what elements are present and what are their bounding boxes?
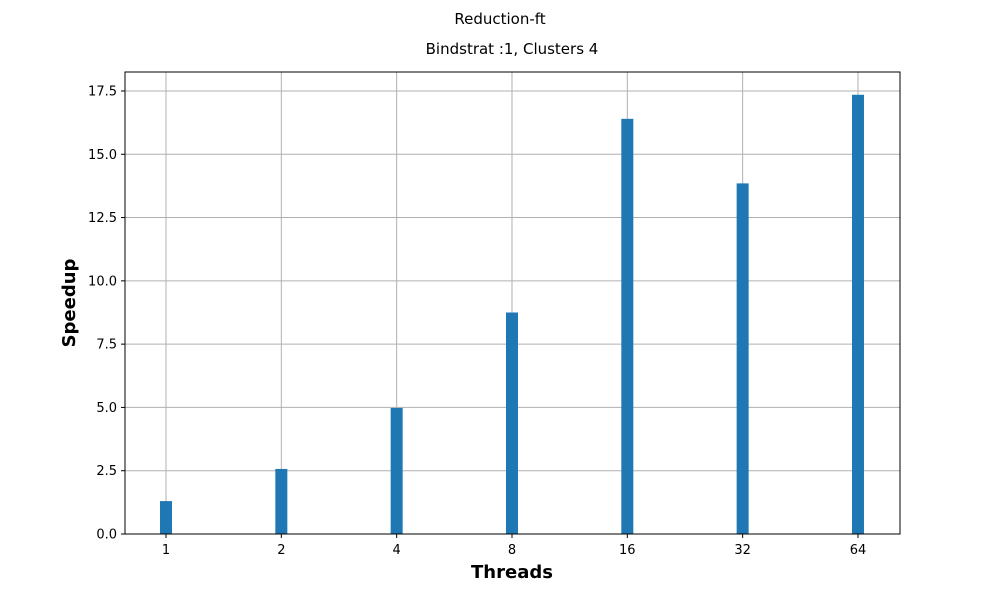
y-tick-label: 10.0: [88, 274, 117, 289]
x-tick-label: 1: [162, 543, 170, 558]
x-tick-label: 32: [734, 543, 751, 558]
chart-title: Bindstrat :1, Clusters 4: [426, 40, 599, 58]
y-tick-label: 2.5: [96, 464, 117, 479]
bar-32: [736, 183, 749, 535]
x-tick-label: 64: [850, 543, 867, 558]
plot-frame: [124, 71, 901, 535]
bar-1: [160, 501, 172, 534]
chart-suptitle: Reduction-ft: [454, 10, 545, 28]
x-tick-label: 16: [619, 543, 636, 558]
y-tick-label: 0.0: [96, 528, 117, 543]
bar-64: [851, 94, 864, 534]
y-axis-label: Speedup: [59, 258, 80, 347]
x-tick-label: 2: [277, 543, 285, 558]
bar-2: [275, 468, 288, 534]
bars: [160, 94, 864, 535]
bar-4: [390, 407, 403, 534]
x-axis: 1 2 4 8 16 32 64: [162, 534, 866, 558]
y-axis: 0.0 2.5 5.0 7.5 10.0 12.5 15.0 17.5: [88, 84, 125, 543]
y-tick-label: 5.0: [96, 401, 117, 416]
y-tick-label: 7.5: [96, 338, 117, 353]
x-tick-label: 8: [508, 543, 516, 558]
y-tick-label: 17.5: [88, 84, 117, 99]
bar-16: [621, 118, 634, 534]
y-tick-label: 12.5: [88, 211, 117, 226]
y-tick-label: 15.0: [88, 148, 117, 163]
x-tick-label: 4: [393, 543, 401, 558]
bar-8: [505, 312, 518, 534]
x-axis-label: Threads: [471, 562, 553, 583]
